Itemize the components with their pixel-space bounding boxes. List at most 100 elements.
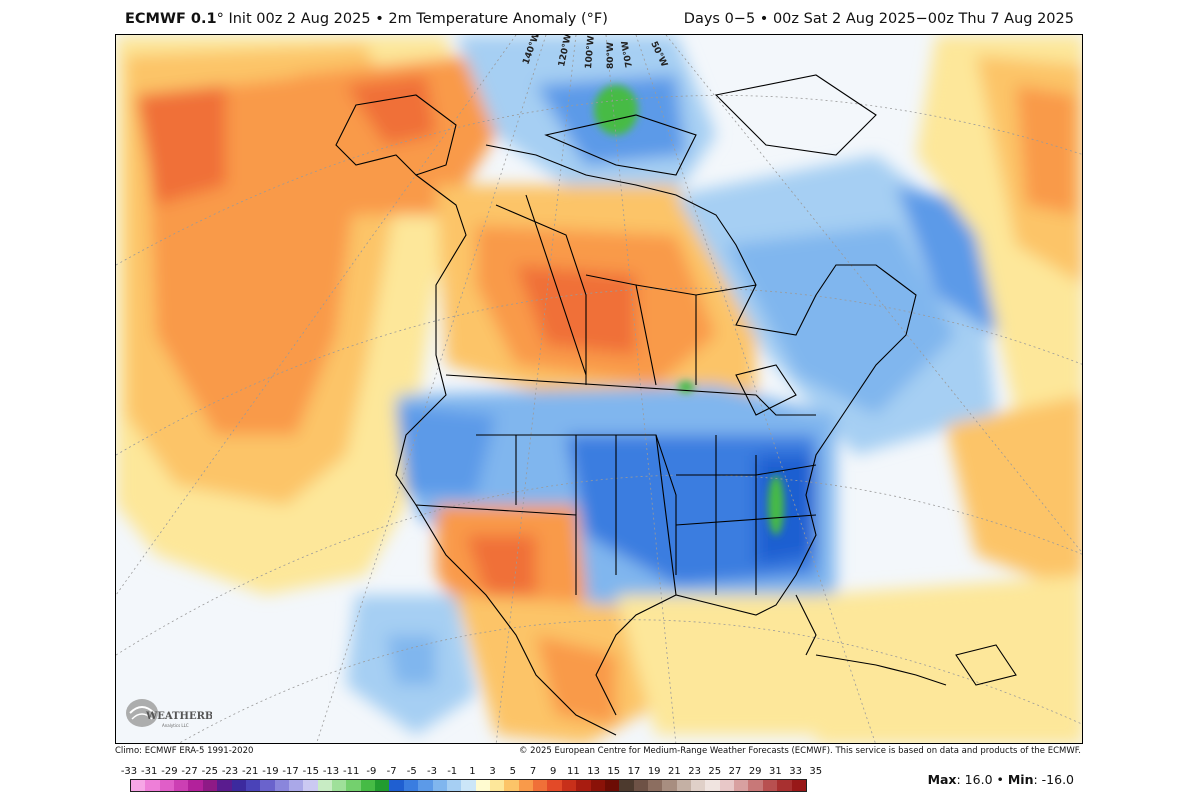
colorbar-swatch [317, 780, 333, 791]
colorbar-tick-label: -13 [322, 766, 340, 777]
min-value: : -16.0 [1033, 772, 1074, 787]
colorbar-swatch [174, 780, 189, 791]
colorbar-tick-label: -5 [406, 766, 417, 777]
colorbar-tick-label: 21 [668, 766, 681, 777]
min-label: Min [1007, 772, 1034, 787]
colorbar-tick-label: 25 [708, 766, 722, 777]
colorbar-tick-label: -29 [161, 766, 178, 777]
colorbar-swatch [446, 780, 462, 791]
colorbar-swatch [231, 780, 246, 791]
colorbar-tick-label: -27 [181, 766, 198, 777]
colorbar-swatch [360, 780, 376, 791]
climatology-credit: Climo: ECMWF ERA-5 1991-2020 [115, 746, 254, 756]
colorbar-tick-label: 3 [489, 766, 496, 777]
colorbar-tick-label: -17 [282, 766, 299, 777]
colorbar-swatch [748, 780, 763, 791]
colorbar-tick-label: 29 [748, 766, 762, 777]
copyright-notice: © 2025 European Centre for Medium-Range … [518, 746, 1081, 756]
colorbar-tick-label: -11 [343, 766, 360, 777]
colorbar-swatch [518, 780, 534, 791]
colorbar-swatch [504, 780, 519, 791]
colorbar-tick-label: 27 [728, 766, 742, 777]
colorbar-swatch [762, 780, 778, 791]
colorbar-tick-label: 13 [587, 766, 600, 777]
colorbar-swatch [719, 780, 735, 791]
colorbar-swatch [332, 780, 347, 791]
cold-anomaly-patches [594, 85, 784, 535]
colorbar-tick-label: 7 [529, 766, 537, 777]
map-canvas: 140°W 120°W 100°W 80°W 70°W 50°W [116, 35, 1082, 743]
max-min-readout: Max: 16.0 • Min: -16.0 [928, 772, 1074, 787]
colorbar-swatch [461, 780, 476, 791]
colorbar-tick-label: 5 [509, 766, 516, 777]
colorbar-swatch [705, 780, 720, 791]
weatherbell-logo: WEATHERBELL Analytics LLC [122, 693, 235, 735]
colorbar-swatch [547, 780, 562, 791]
colorbar-tick-label: -21 [242, 766, 259, 777]
colorbar-tick-label: -9 [366, 766, 377, 777]
colorbar-swatch [432, 780, 447, 791]
colorbar-swatch [475, 780, 490, 791]
colorbar-swatch [202, 780, 218, 791]
colorbar-swatch [303, 780, 318, 791]
colorbar-tick-label: 35 [809, 766, 823, 777]
colorbar-tick-label: -3 [427, 766, 437, 777]
colorbar-tick-label: 11 [567, 766, 580, 777]
colorbar-swatch [576, 780, 591, 791]
colorbar-swatch [131, 780, 146, 791]
colorbar-swatch [734, 780, 749, 791]
colorbar-swatch [533, 780, 548, 791]
colorbar-tick-label: -33 [120, 766, 138, 777]
colorbar-swatch [633, 780, 648, 791]
colorbar-swatch [791, 780, 806, 791]
colorbar-tick-label: 33 [789, 766, 802, 777]
colorbar-tick-label: -23 [221, 766, 239, 777]
colorbar-tick-label: -7 [386, 766, 397, 777]
colorbar-tick-label: -15 [302, 766, 319, 777]
colorbar-swatch [145, 780, 160, 791]
logo-text: WEATHERBELL [145, 711, 212, 722]
max-value: : 16.0 • [956, 772, 1008, 787]
lon-label-100w: 100°W [584, 35, 597, 69]
colorbar-swatch [561, 780, 577, 791]
colorbar-tick-label: 17 [627, 766, 641, 777]
logo-subtext: Analytics LLC [162, 723, 189, 728]
degree-mark: ° [216, 11, 224, 27]
colorbar-swatch [274, 780, 289, 791]
anomaly-shading [116, 35, 1082, 743]
colorbar-tick-labels: -33 -31 -29 -27 -25 -23 -21 -19 -17 -15 -13 -11 -9 -7… [119, 766, 822, 778]
colorbar-tick-label: -31 [141, 766, 158, 777]
colorbar-swatch [375, 780, 390, 791]
colorbar-swatch [662, 780, 677, 791]
colorbar-tick-label: -1 [447, 766, 458, 777]
lon-label-80w: 80°W [606, 42, 616, 69]
colorbar-tick-label: 1 [469, 766, 476, 777]
colorbar-swatch [590, 780, 605, 791]
colorbar-tick-label: -25 [201, 766, 218, 777]
colorbar-swatch [188, 780, 203, 791]
colorbar-swatch [403, 780, 419, 791]
colorbar-swatch [217, 780, 232, 791]
weatherbell-logo-mark: WEATHERBELL Analytics LLC [126, 699, 235, 728]
colorbar [130, 779, 807, 792]
colorbar-swatch [389, 780, 404, 791]
colorbar-swatch [159, 780, 175, 791]
init-text: Init 00z 2 Aug 2025 • 2m Temperature Ano… [223, 11, 608, 27]
colorbar-tick-label: 15 [607, 766, 621, 777]
map-title: ECMWF 0.1° Init 00z 2 Aug 2025 • 2m Temp… [125, 11, 608, 27]
colorbar-swatch [676, 780, 692, 791]
colorbar-swatch [288, 780, 304, 791]
colorbar-swatch [604, 780, 620, 791]
temperature-anomaly-map[interactable]: 140°W 120°W 100°W 80°W 70°W 50°W WEATHER… [115, 34, 1083, 744]
colorbar-swatch [489, 780, 505, 791]
colorbar-tick-label: 19 [647, 766, 661, 777]
colorbar-swatch [260, 780, 275, 791]
colorbar-swatch [418, 780, 433, 791]
colorbar-tick-label: 31 [769, 766, 782, 777]
colorbar-swatch [346, 780, 361, 791]
max-label: Max [927, 772, 957, 787]
model-name: ECMWF 0.1 [125, 11, 217, 27]
colorbar-swatch [777, 780, 792, 791]
forecast-period: Days 0−5 • 00z Sat 2 Aug 2025−00z Thu 7 … [683, 11, 1074, 27]
lon-label-70w: 70°W [620, 40, 635, 68]
